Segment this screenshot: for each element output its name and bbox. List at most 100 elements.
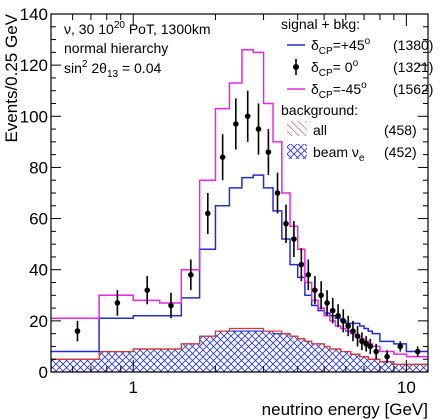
data-point-marker — [350, 328, 356, 334]
data-point-marker — [329, 307, 336, 314]
data-point-marker — [397, 343, 404, 350]
data-point — [367, 338, 374, 355]
data-point — [318, 281, 324, 310]
data-point — [373, 343, 379, 360]
data-point-marker — [340, 318, 347, 324]
data-point-marker — [367, 343, 374, 350]
data-point-marker — [305, 272, 312, 278]
data-point — [324, 290, 330, 316]
data-point — [168, 292, 174, 319]
info-line-3: sin2 2θ13 = 0.04 — [64, 59, 161, 80]
series-dcp-plus45-line — [51, 174, 428, 353]
data-point — [384, 350, 390, 364]
data-point — [144, 276, 150, 305]
data-point — [291, 221, 297, 257]
data-point — [233, 98, 239, 150]
legend-header-signal: signal + bkg: — [281, 16, 360, 32]
data-point — [298, 247, 305, 282]
data-point-marker — [204, 210, 211, 217]
data-point-marker — [373, 348, 379, 355]
data-point — [283, 204, 289, 243]
legend-entry-all: all (458) — [287, 121, 417, 138]
legend-label-m45: δCP=-45o — [311, 80, 367, 101]
data-point — [354, 325, 361, 347]
data-point — [312, 276, 318, 305]
legend-count-zero: (1321) — [393, 59, 433, 75]
data-point — [340, 309, 347, 333]
data-point-marker — [219, 154, 226, 160]
plot-area — [51, 49, 428, 372]
data-point-marker — [354, 333, 361, 340]
legend-label-p45: δCP=+45o — [311, 36, 371, 57]
data-point — [114, 290, 121, 316]
data-point-marker — [335, 312, 341, 319]
data-point-marker — [144, 287, 150, 293]
data-point-marker — [265, 149, 272, 155]
info-line-2: normal hierarchy — [64, 40, 168, 56]
series-background-all-line — [51, 327, 428, 365]
data-point-marker — [384, 353, 390, 360]
legend-label-zero: δCP= 0o — [311, 58, 359, 79]
data-point — [397, 341, 404, 352]
info-text: ν, 30 1020 PoT, 1300km normal hierarchy … — [64, 20, 211, 80]
data-point-marker — [114, 300, 121, 306]
data-point-marker — [291, 236, 297, 242]
data-point — [345, 315, 352, 337]
legend-label-beam: beam νe — [313, 144, 365, 164]
info-line-1: ν, 30 1020 PoT, 1300km — [64, 20, 211, 37]
legend-entry-beam: beam νe (452) — [287, 144, 417, 164]
legend-count-all: (458) — [384, 122, 417, 138]
series-dcp-minus45-line — [51, 49, 428, 358]
data-point — [305, 259, 312, 291]
y-tick-label: 120 — [20, 56, 48, 75]
data-point-marker — [298, 261, 305, 268]
data-point-marker — [283, 220, 289, 227]
data-point — [359, 332, 365, 351]
data-point-marker — [359, 338, 365, 345]
data-point — [329, 297, 336, 324]
x-tick-label: 10 — [397, 378, 416, 397]
legend-entry-zero: δCP= 0o (1321) — [293, 58, 433, 79]
legend-swatch-zero-marker — [293, 64, 299, 70]
legend-entry-p45: δCP=+45o (1380) — [287, 36, 433, 57]
legend-header-background: background: — [281, 102, 358, 118]
data-point-marker — [414, 348, 421, 355]
y-tick-label: 40 — [29, 261, 48, 280]
data-point — [255, 103, 262, 155]
data-point-marker — [255, 126, 262, 132]
data-point — [244, 90, 251, 142]
data-point — [219, 134, 226, 181]
data-point — [274, 172, 281, 214]
data-point — [350, 320, 356, 342]
data-point-marker — [274, 190, 281, 196]
data-point — [265, 129, 272, 176]
data-point-marker — [345, 323, 352, 329]
data-point — [414, 346, 421, 357]
legend-label-all: all — [313, 122, 327, 138]
data-point-marker — [233, 121, 239, 127]
legend-count-m45: (1562) — [393, 81, 433, 97]
data-point-marker — [324, 300, 330, 306]
y-tick-label: 60 — [29, 210, 48, 229]
y-tick-label: 0 — [39, 363, 48, 382]
legend-swatch-beam — [287, 144, 307, 159]
x-axis-title: neutrino energy [GeV] — [262, 400, 428, 419]
legend-count-beam: (452) — [384, 144, 417, 160]
data-point — [74, 320, 81, 342]
data-point — [335, 304, 341, 328]
data-point-marker — [363, 341, 369, 347]
data-point-marker — [74, 328, 81, 334]
axes: 0 20 40 60 80 100 120 140 1 10 — [20, 5, 429, 397]
data-point-marker — [312, 287, 318, 293]
legend-swatch-all — [287, 121, 307, 136]
data-point — [188, 259, 194, 291]
data-point-marker — [168, 302, 174, 309]
y-tick-label: 20 — [29, 312, 48, 331]
legend-entry-m45: δCP=-45o (1562) — [287, 80, 433, 101]
data-point-marker — [188, 272, 194, 278]
legend: signal + bkg: δCP=+45o (1380) δCP= 0o (1… — [281, 16, 433, 164]
x-tick-label: 1 — [128, 378, 137, 397]
data-point — [204, 193, 211, 234]
y-tick-label: 100 — [20, 107, 48, 126]
